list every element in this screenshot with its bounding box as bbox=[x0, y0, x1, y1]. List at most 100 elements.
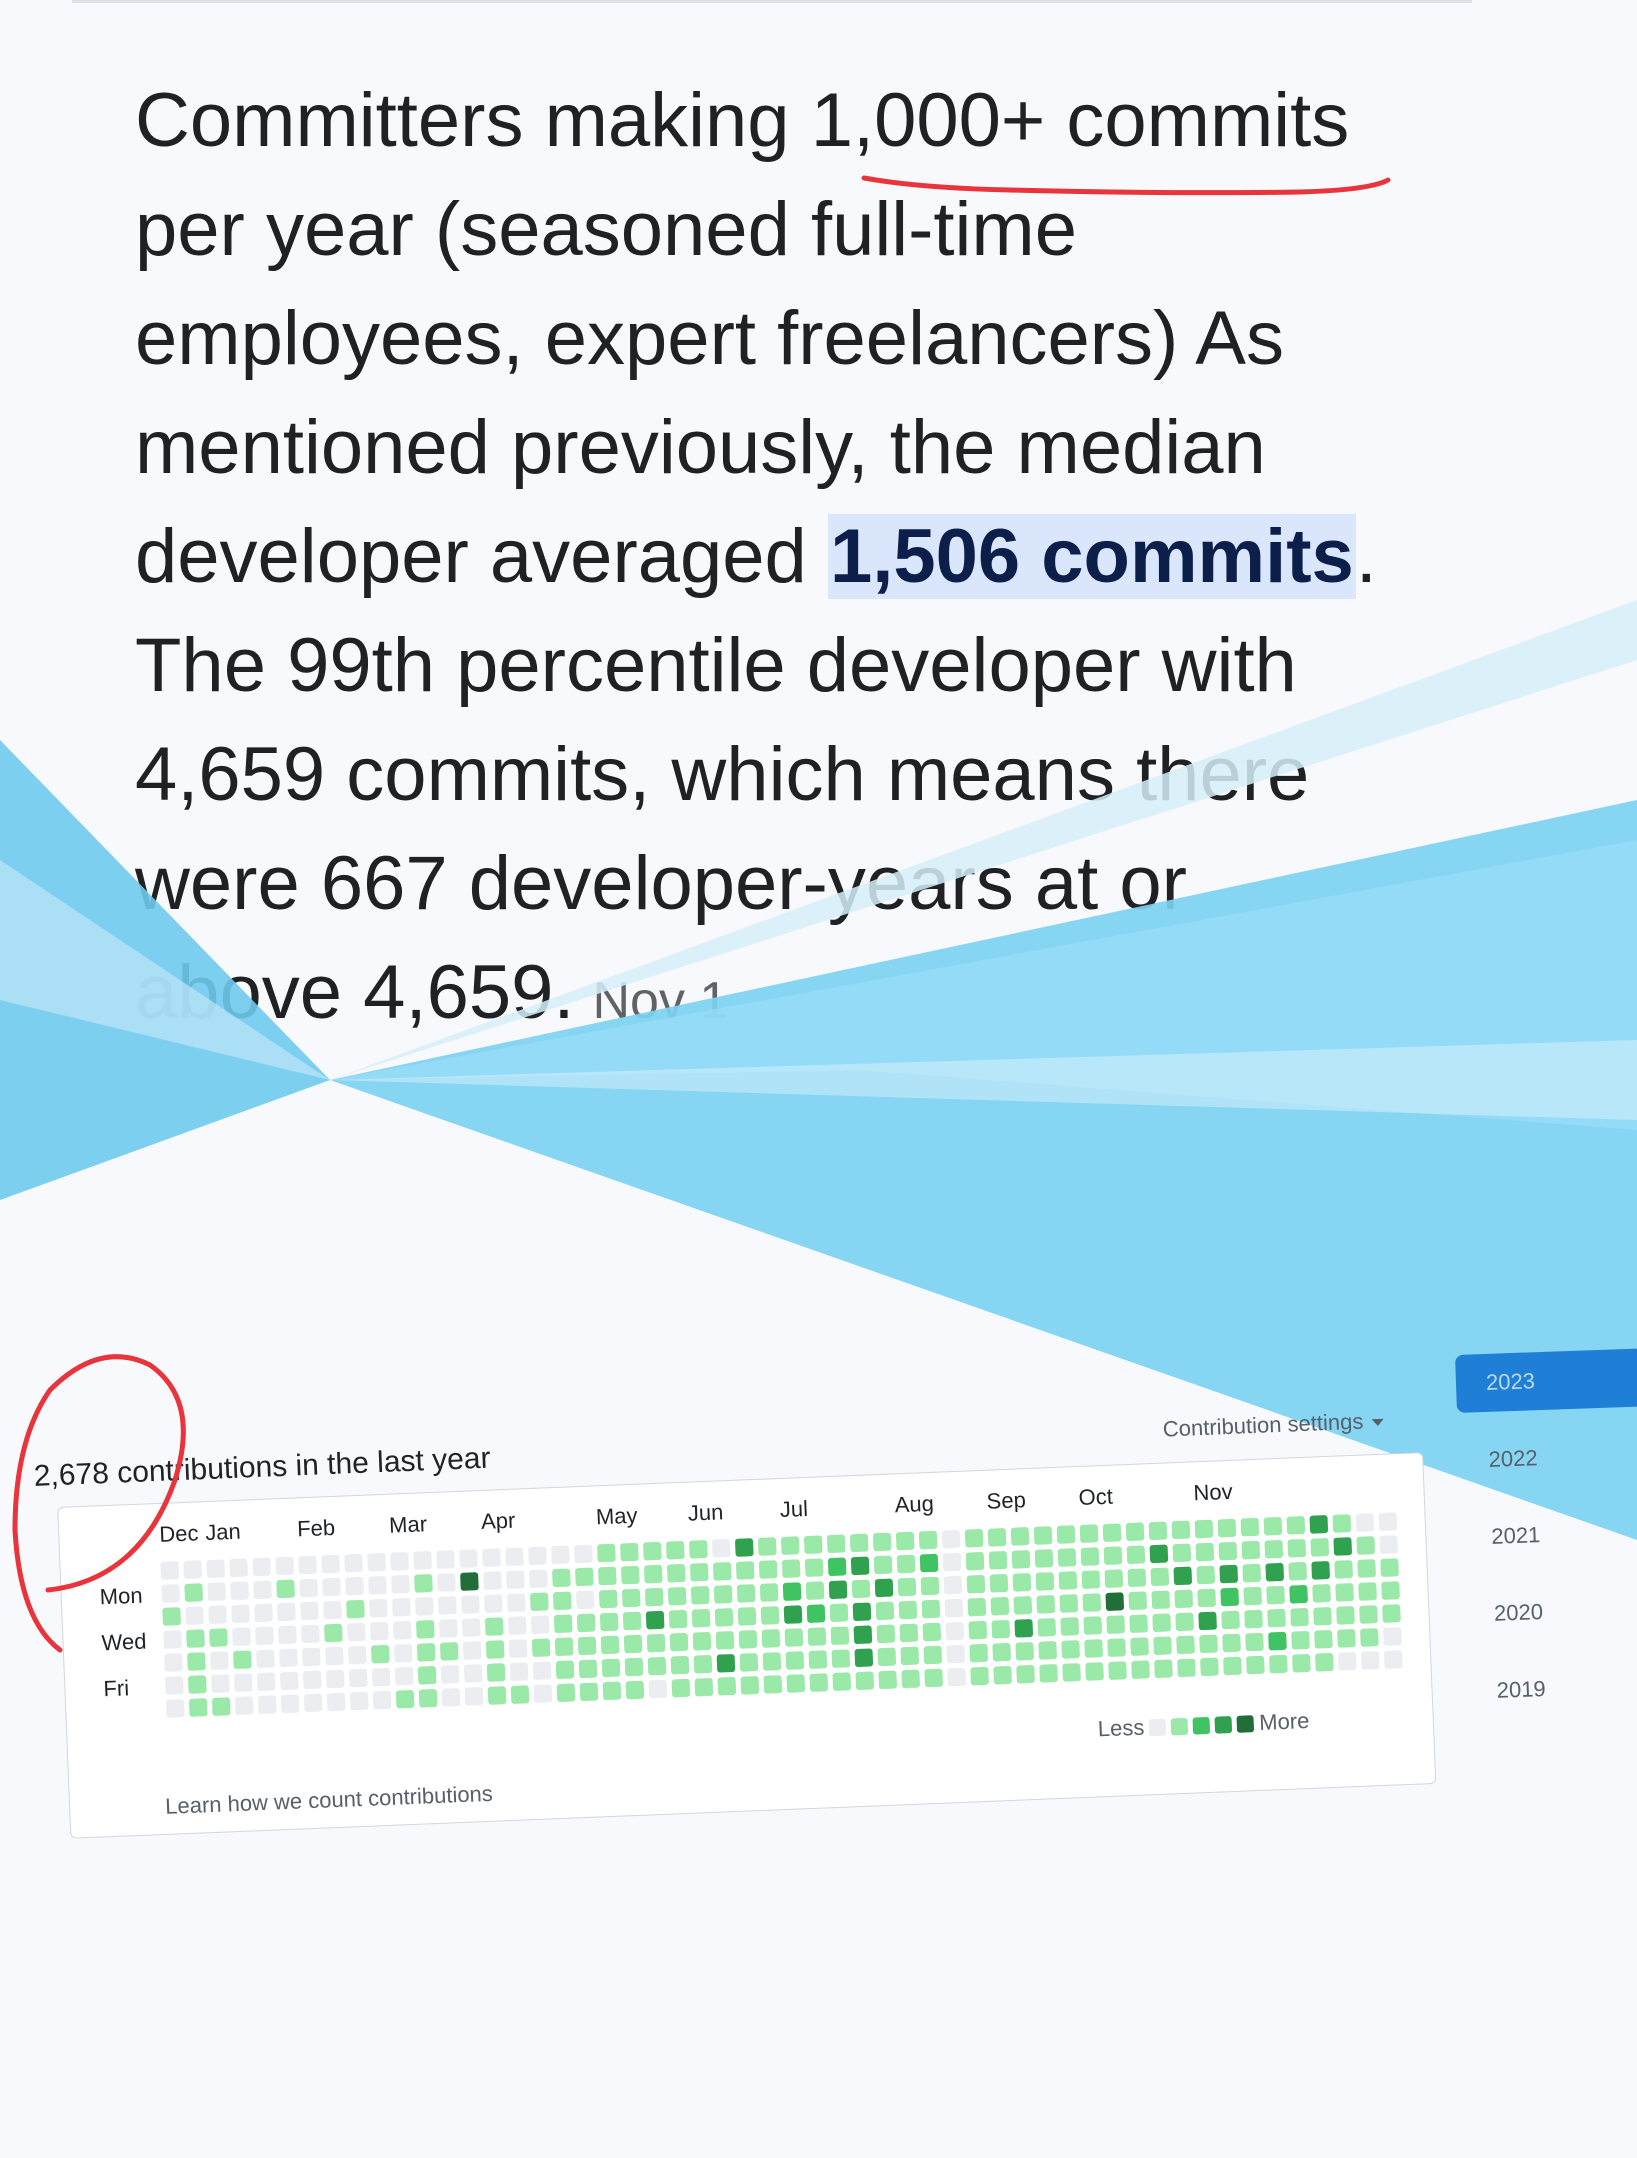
contribution-cell[interactable] bbox=[482, 1548, 501, 1567]
contribution-cell[interactable] bbox=[1080, 1547, 1100, 1566]
contribution-cell[interactable] bbox=[464, 1687, 484, 1706]
contribution-cell[interactable] bbox=[252, 1557, 272, 1577]
contribution-cell[interactable] bbox=[231, 1604, 250, 1624]
contribution-cell[interactable] bbox=[415, 1619, 435, 1639]
contribution-cell[interactable] bbox=[624, 1657, 644, 1677]
contribution-cell[interactable] bbox=[372, 1690, 392, 1710]
contribution-cell[interactable] bbox=[942, 1552, 962, 1572]
contribution-cell[interactable] bbox=[803, 1535, 823, 1555]
contribution-cell[interactable] bbox=[671, 1678, 691, 1698]
contribution-cell[interactable] bbox=[413, 1551, 432, 1570]
contribution-cell[interactable] bbox=[1061, 1640, 1081, 1659]
year-link[interactable]: 2021 bbox=[1490, 1522, 1541, 1549]
contribution-cell[interactable] bbox=[647, 1656, 667, 1676]
contribution-cell[interactable] bbox=[1268, 1631, 1287, 1651]
contribution-cell[interactable] bbox=[1383, 1627, 1402, 1646]
contribution-cell[interactable] bbox=[1128, 1591, 1148, 1611]
contribution-cell[interactable] bbox=[1058, 1571, 1078, 1590]
contribution-cell[interactable] bbox=[1310, 1538, 1330, 1557]
contribution-cell[interactable] bbox=[301, 1647, 321, 1667]
contribution-cell[interactable] bbox=[257, 1695, 277, 1715]
contribution-cell[interactable] bbox=[785, 1651, 805, 1670]
contribution-cell[interactable] bbox=[254, 1603, 273, 1623]
contribution-cell[interactable] bbox=[1012, 1573, 1032, 1592]
contribution-cell[interactable] bbox=[1084, 1639, 1103, 1658]
contribution-cell[interactable] bbox=[920, 1576, 940, 1596]
contribution-cell[interactable] bbox=[1014, 1618, 1034, 1638]
contribution-cell[interactable] bbox=[1336, 1606, 1355, 1625]
contribution-cell[interactable] bbox=[1154, 1659, 1173, 1679]
contribution-cell[interactable] bbox=[300, 1601, 319, 1621]
contribution-cell[interactable] bbox=[946, 1644, 966, 1664]
contribution-cell[interactable] bbox=[529, 1592, 549, 1612]
contribution-cell[interactable] bbox=[1264, 1539, 1284, 1559]
contribution-cell[interactable] bbox=[1382, 1604, 1401, 1623]
year-link[interactable]: 2019 bbox=[1496, 1676, 1547, 1703]
contribution-cell[interactable] bbox=[1220, 1587, 1240, 1607]
contribution-cell[interactable] bbox=[1176, 1635, 1195, 1655]
contribution-cell[interactable] bbox=[1266, 1585, 1285, 1605]
contribution-cell[interactable] bbox=[968, 1620, 988, 1640]
contribution-cell[interactable] bbox=[462, 1641, 482, 1660]
contribution-cell[interactable] bbox=[691, 1608, 711, 1628]
contribution-cell[interactable] bbox=[1103, 1546, 1123, 1566]
learn-how-we-count-link[interactable]: Learn how we count contributions bbox=[164, 1780, 494, 1819]
contribution-cell[interactable] bbox=[485, 1640, 505, 1659]
contribution-cell[interactable] bbox=[532, 1661, 552, 1681]
contribution-cell[interactable] bbox=[1081, 1570, 1101, 1589]
contribution-cell[interactable] bbox=[1355, 1513, 1375, 1532]
contribution-cell[interactable] bbox=[1015, 1641, 1035, 1661]
contribution-cell[interactable] bbox=[1219, 1564, 1239, 1584]
contribution-cell[interactable] bbox=[322, 1577, 341, 1597]
contribution-cell[interactable] bbox=[1223, 1656, 1242, 1676]
contribution-cell[interactable] bbox=[1244, 1609, 1263, 1629]
contribution-cell[interactable] bbox=[528, 1546, 547, 1566]
contribution-cell[interactable] bbox=[1059, 1594, 1079, 1613]
contribution-cell[interactable] bbox=[255, 1626, 274, 1646]
contribution-cell[interactable] bbox=[1222, 1633, 1241, 1653]
contribution-cell[interactable] bbox=[1357, 1559, 1376, 1578]
contribution-cell[interactable] bbox=[324, 1646, 344, 1666]
contribution-cell[interactable] bbox=[414, 1574, 433, 1593]
contribution-cell[interactable] bbox=[1315, 1652, 1334, 1672]
contribution-cell[interactable] bbox=[574, 1544, 593, 1564]
contribution-cell[interactable] bbox=[1171, 1520, 1191, 1540]
contribution-cell[interactable] bbox=[598, 1589, 618, 1609]
contribution-cell[interactable] bbox=[1197, 1588, 1217, 1608]
contribution-cell[interactable] bbox=[943, 1575, 963, 1595]
contribution-cell[interactable] bbox=[1356, 1536, 1376, 1555]
contribution-cell[interactable] bbox=[922, 1622, 942, 1642]
contribution-cell[interactable] bbox=[279, 1648, 298, 1668]
contribution-cell[interactable] bbox=[987, 1527, 1007, 1547]
contribution-cell[interactable] bbox=[1150, 1567, 1170, 1587]
contribution-cell[interactable] bbox=[552, 1591, 572, 1611]
contribution-cell[interactable] bbox=[436, 1550, 455, 1569]
contribution-cell[interactable] bbox=[509, 1662, 529, 1681]
contribution-cell[interactable] bbox=[924, 1668, 944, 1688]
contribution-cell[interactable] bbox=[391, 1574, 410, 1594]
contribution-cell[interactable] bbox=[1016, 1664, 1035, 1684]
contribution-cell[interactable] bbox=[1312, 1583, 1331, 1603]
contribution-cell[interactable] bbox=[967, 1597, 987, 1617]
contribution-cell[interactable] bbox=[188, 1698, 208, 1717]
contribution-cell[interactable] bbox=[1378, 1512, 1398, 1531]
contribution-cell[interactable] bbox=[854, 1648, 874, 1668]
contribution-cell[interactable] bbox=[1381, 1581, 1400, 1600]
contribution-cell[interactable] bbox=[643, 1541, 662, 1561]
contribution-cell[interactable] bbox=[301, 1624, 320, 1644]
contribution-cell[interactable] bbox=[437, 1573, 456, 1592]
year-link[interactable]: 2023 bbox=[1455, 1348, 1637, 1413]
contribution-cell[interactable] bbox=[439, 1642, 459, 1661]
contribution-cell[interactable] bbox=[717, 1676, 737, 1696]
contribution-cell[interactable] bbox=[665, 1540, 685, 1560]
contribution-cell[interactable] bbox=[487, 1686, 507, 1705]
contribution-cell[interactable] bbox=[508, 1639, 528, 1658]
contribution-cell[interactable] bbox=[1311, 1561, 1331, 1580]
contribution-cell[interactable] bbox=[1108, 1661, 1127, 1680]
contribution-cell[interactable] bbox=[1246, 1655, 1265, 1675]
contribution-cell[interactable] bbox=[759, 1583, 779, 1602]
contribution-cell[interactable] bbox=[211, 1697, 231, 1716]
contribution-cell[interactable] bbox=[1062, 1663, 1081, 1682]
contribution-cell[interactable] bbox=[483, 1594, 503, 1613]
contribution-cell[interactable] bbox=[757, 1537, 777, 1556]
